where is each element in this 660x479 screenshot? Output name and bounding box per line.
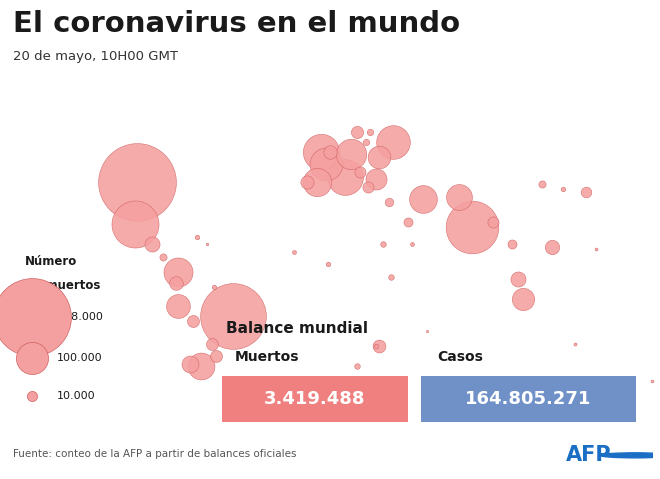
Point (374, 153, 385, 160)
Point (647, 377, 658, 385)
Point (173, 303, 183, 310)
Point (361, 138, 372, 146)
Point (351, 363, 362, 370)
Text: 588.000: 588.000 (57, 312, 103, 322)
Point (184, 360, 195, 368)
Point (196, 363, 207, 370)
Point (370, 342, 381, 350)
Point (374, 342, 385, 350)
Point (252, 83, 263, 91)
Text: 10.000: 10.000 (57, 391, 96, 401)
Text: Casos: Casos (438, 350, 483, 364)
Text: Muertos: Muertos (235, 350, 299, 364)
Point (387, 138, 398, 146)
Point (131, 178, 142, 185)
Point (312, 178, 322, 185)
Point (385, 273, 396, 280)
Text: 20 de mayo, 10H00 GMT: 20 de mayo, 10H00 GMT (13, 50, 178, 63)
Point (570, 340, 580, 348)
FancyBboxPatch shape (420, 376, 636, 422)
Point (321, 160, 331, 168)
Text: 164.805.271: 164.805.271 (465, 390, 591, 408)
Point (383, 198, 394, 205)
Point (507, 240, 517, 248)
Point (325, 148, 335, 155)
Text: El coronavirus en el mundo: El coronavirus en el mundo (13, 10, 460, 37)
Point (192, 233, 203, 240)
Point (407, 240, 417, 248)
Point (288, 248, 299, 255)
Point (418, 195, 428, 203)
Point (488, 218, 498, 226)
Point (201, 240, 212, 248)
Point (351, 128, 362, 136)
FancyBboxPatch shape (222, 376, 408, 422)
Text: Balance mundial: Balance mundial (226, 320, 368, 336)
Text: 100.000: 100.000 (57, 354, 102, 364)
Point (537, 180, 548, 188)
Point (453, 193, 464, 200)
Point (188, 318, 199, 325)
Point (467, 223, 478, 230)
Point (370, 175, 381, 183)
Point (590, 245, 601, 253)
Point (228, 313, 238, 320)
Point (346, 150, 356, 158)
Point (207, 340, 218, 348)
Point (362, 182, 373, 190)
Point (512, 275, 523, 283)
Text: Fuente: conteo de la AFP a partir de balances oficiales: Fuente: conteo de la AFP a partir de bal… (13, 449, 296, 459)
Point (403, 218, 413, 226)
Point (315, 148, 326, 155)
Point (209, 283, 220, 290)
Point (323, 260, 333, 268)
Text: de muertos: de muertos (25, 279, 100, 292)
Circle shape (600, 453, 660, 458)
Point (171, 279, 182, 286)
Point (581, 188, 591, 195)
Point (558, 185, 568, 193)
Point (364, 128, 375, 136)
Point (147, 240, 157, 248)
Point (378, 240, 388, 248)
Point (340, 173, 350, 181)
Point (211, 353, 222, 360)
Text: Número: Número (25, 255, 77, 268)
Point (422, 328, 432, 335)
Point (302, 178, 313, 185)
Point (546, 243, 557, 251)
Text: 3.419.488: 3.419.488 (264, 390, 366, 408)
Point (518, 295, 529, 303)
Point (129, 220, 140, 228)
Text: AFP: AFP (566, 445, 612, 465)
Point (158, 253, 168, 261)
Point (173, 268, 183, 275)
Point (355, 168, 366, 175)
